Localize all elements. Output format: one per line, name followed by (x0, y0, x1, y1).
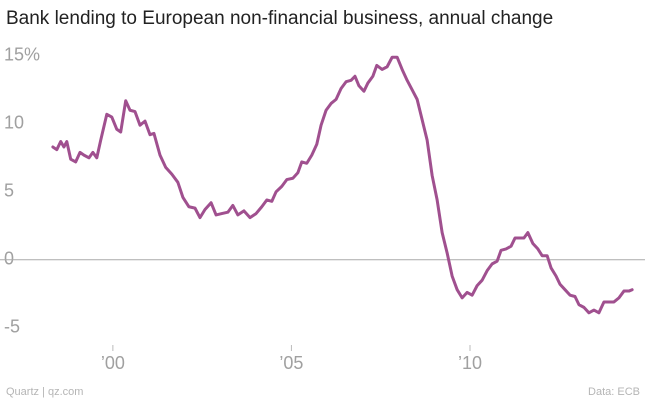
x-tick-label: ’10 (458, 353, 482, 373)
x-tick-label: ’00 (101, 353, 125, 373)
y-tick-label: 0 (4, 249, 14, 269)
data-line (51, 55, 634, 315)
y-tick-label: 15% (4, 45, 40, 65)
credit: Quartz | qz.com (6, 386, 83, 398)
y-tick-label: 5 (4, 181, 14, 201)
source: Data: ECB (588, 386, 640, 398)
y-tick-label: -5 (4, 317, 20, 337)
chart-title: Bank lending to European non-financial b… (6, 8, 553, 29)
x-tick-label: ’05 (279, 353, 303, 373)
y-tick-label: 10 (4, 113, 24, 133)
